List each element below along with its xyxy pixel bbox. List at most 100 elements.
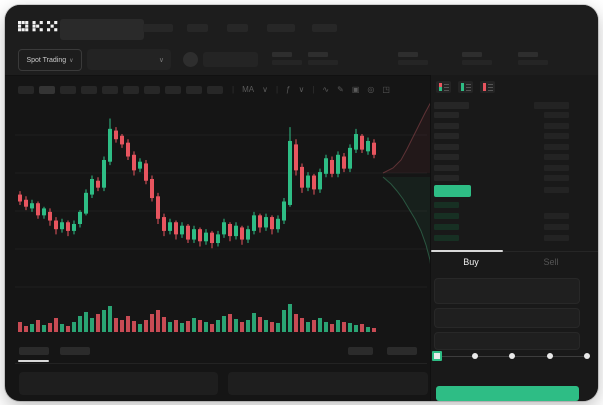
orders-action-1[interactable] — [387, 347, 417, 355]
chevron-down-icon[interactable]: ∨ — [298, 85, 305, 95]
ask-price[interactable] — [434, 112, 459, 118]
ask-price[interactable] — [434, 133, 459, 139]
last-price-placeholder — [203, 52, 258, 67]
orders-action-0[interactable] — [348, 347, 373, 355]
bid-price[interactable] — [434, 202, 459, 208]
icon-color-column — [461, 83, 464, 91]
ask-amount — [544, 164, 569, 171]
order-input-2[interactable] — [434, 332, 580, 350]
fullscreen-icon[interactable]: ◳ — [382, 85, 390, 95]
bid-amount — [544, 213, 569, 219]
separator: | — [312, 85, 315, 95]
nav-item-3[interactable] — [267, 24, 295, 32]
stat-label-placeholder — [462, 52, 482, 57]
stat-label-placeholder — [272, 52, 292, 57]
line-tool-icon[interactable]: ∿ — [322, 85, 330, 95]
timeframe-pill-3[interactable] — [81, 85, 97, 94]
timeframe-pill-7[interactable] — [165, 85, 181, 94]
bid-price[interactable] — [434, 224, 459, 230]
timeframe-pill-0[interactable] — [18, 85, 34, 94]
overlay-ma-icon[interactable]: MA — [242, 85, 255, 95]
nav-item-2[interactable] — [227, 24, 248, 32]
chevron-down-icon: ∨ — [158, 56, 164, 64]
half-green — [439, 87, 442, 91]
ask-amount — [544, 112, 569, 118]
orders-table-1 — [228, 372, 428, 395]
bid-amount — [544, 235, 569, 241]
stat-label-placeholder — [398, 52, 418, 57]
ask-price[interactable] — [434, 175, 459, 181]
slider-step-2[interactable] — [509, 353, 515, 359]
timeframe-pill-6[interactable] — [144, 85, 160, 94]
book-combined-icon[interactable] — [436, 81, 451, 93]
timeframe-pill-1[interactable] — [39, 85, 55, 94]
orders-table-0 — [19, 372, 218, 395]
settings-icon[interactable]: ◎ — [367, 85, 375, 95]
slider-step-3[interactable] — [546, 353, 553, 359]
timeframe-pill-4[interactable] — [102, 85, 118, 94]
timeframe-pill-9[interactable] — [207, 85, 223, 94]
orders-tab-0[interactable] — [19, 347, 49, 355]
ask-amount — [544, 154, 569, 160]
nav-item-1[interactable] — [187, 24, 208, 32]
bid-price[interactable] — [434, 213, 459, 219]
market-type-dropdown[interactable]: Spot Trading ∨ — [18, 49, 82, 71]
ask-price[interactable] — [434, 154, 459, 160]
half-red — [439, 83, 442, 87]
app-window: Spot Trading ∨ ∨ | MA ∨ | ƒ ∨ | ∿ ✎ ▣ ◎ ◳ Buy Sell — [5, 5, 598, 401]
bid-price[interactable] — [434, 235, 459, 241]
slider-handle[interactable] — [432, 351, 442, 361]
separator: | — [232, 85, 235, 95]
orderbook-header-left — [434, 102, 469, 109]
nav-item-4[interactable] — [312, 24, 337, 32]
chevron-down-icon[interactable]: ∨ — [262, 85, 268, 95]
separator: | — [275, 85, 279, 95]
search-input[interactable] — [60, 19, 144, 40]
order-input-1[interactable] — [434, 308, 580, 328]
stat-value-placeholder — [518, 60, 548, 65]
active-tab-indicator — [431, 250, 503, 252]
screenshot-icon[interactable]: ▣ — [351, 85, 360, 95]
chart-toolbar: | MA ∨ | ƒ ∨ | ∿ ✎ ▣ ◎ ◳ — [18, 81, 394, 95]
icon-line — [466, 87, 471, 88]
icon-color-column — [483, 83, 486, 91]
app-header: Spot Trading ∨ ∨ — [5, 5, 598, 76]
buy-submit-button[interactable] — [436, 386, 579, 401]
slider-step-1[interactable] — [471, 353, 478, 359]
okx-logo — [18, 21, 58, 32]
draw-tool-icon[interactable]: ✎ — [337, 85, 344, 95]
tab-sell[interactable]: Sell — [543, 257, 559, 267]
icon-line — [488, 84, 493, 85]
book-bids-icon[interactable] — [458, 81, 473, 93]
orderbook-header-right — [534, 102, 569, 109]
pair-dropdown[interactable]: ∨ — [87, 49, 171, 70]
ask-amount — [544, 175, 569, 181]
icon-line — [488, 87, 493, 88]
timeframe-pill-5[interactable] — [123, 85, 139, 94]
slider-step-4[interactable] — [584, 353, 590, 359]
market-type-label: Spot Trading — [26, 56, 67, 64]
nav-item-0[interactable] — [143, 24, 173, 32]
stat-value-placeholder — [462, 60, 492, 65]
active-orders-tab-underline — [18, 360, 49, 362]
ask-amount — [544, 133, 569, 139]
ask-amount — [544, 143, 569, 150]
amount-slider[interactable] — [432, 351, 590, 361]
order-input-0[interactable] — [434, 278, 580, 304]
divider — [431, 251, 598, 252]
bid-amount — [544, 224, 569, 230]
tab-buy[interactable]: Buy — [463, 257, 479, 267]
ask-price[interactable] — [434, 164, 459, 171]
timeframe-pill-8[interactable] — [186, 85, 202, 94]
stat-label-placeholder — [308, 52, 328, 57]
book-asks-icon[interactable] — [480, 81, 495, 93]
order-panel: Buy Sell — [430, 75, 598, 401]
orderbook-last-price[interactable] — [434, 185, 471, 197]
candlestick-chart[interactable] — [5, 5, 598, 401]
indicator-fx-icon[interactable]: ƒ — [286, 85, 291, 95]
timeframe-pill-2[interactable] — [60, 85, 76, 94]
ask-price[interactable] — [434, 143, 459, 150]
ask-price[interactable] — [434, 122, 459, 129]
orders-tab-1[interactable] — [60, 347, 90, 355]
last-price-amount — [544, 187, 569, 193]
